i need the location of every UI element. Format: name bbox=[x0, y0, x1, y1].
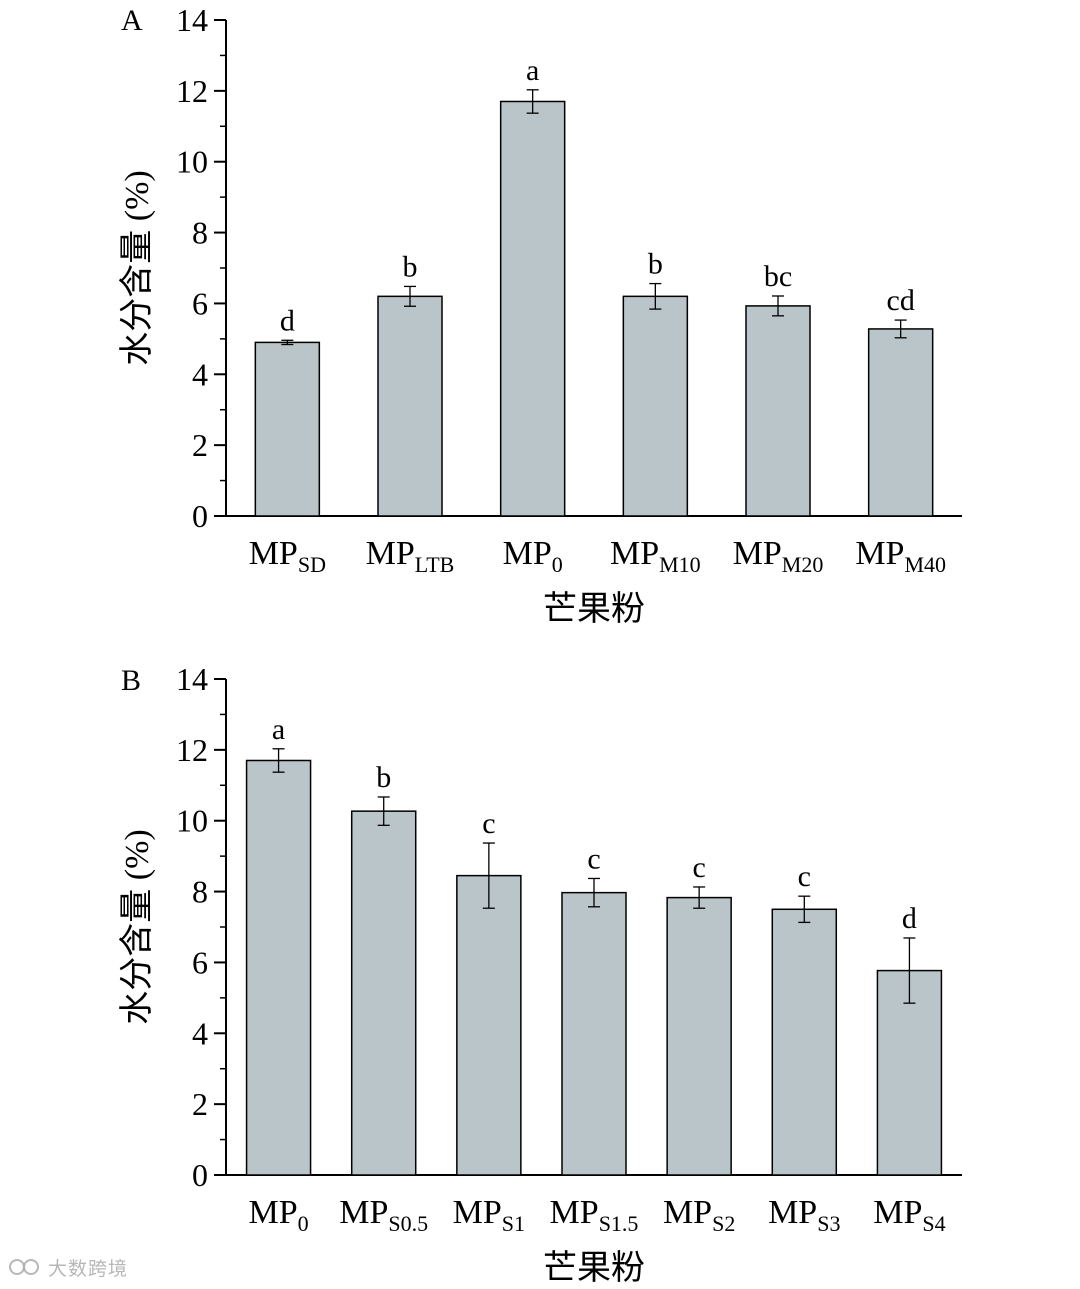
bar bbox=[867, 328, 934, 517]
significance-letter: c bbox=[482, 807, 495, 840]
bar bbox=[377, 295, 443, 517]
category-label: MPS0.5 bbox=[339, 1194, 428, 1236]
y-tick-label: 14 bbox=[176, 2, 208, 38]
bar bbox=[254, 341, 321, 517]
significance-letter: b bbox=[648, 248, 663, 281]
category-label: MPS2 bbox=[663, 1194, 735, 1236]
y-tick-label: 8 bbox=[192, 215, 208, 251]
significance-letter: a bbox=[272, 713, 285, 746]
significance-letter: d bbox=[280, 304, 295, 337]
panel-label: B bbox=[121, 664, 141, 697]
bar bbox=[876, 969, 943, 1176]
bar bbox=[666, 896, 732, 1176]
y-axis-title: 水分含量 (%) bbox=[118, 170, 156, 365]
bar bbox=[561, 891, 627, 1176]
bar bbox=[350, 810, 417, 1176]
bar bbox=[771, 908, 838, 1176]
bar bbox=[456, 874, 522, 1176]
y-tick-label: 12 bbox=[176, 73, 208, 109]
category-label: MPLTB bbox=[366, 535, 455, 577]
category-label: MPM20 bbox=[733, 535, 824, 577]
category-label: MPS1.5 bbox=[550, 1194, 639, 1236]
watermark-text: 大数跨境 bbox=[48, 1257, 129, 1280]
significance-letter: b bbox=[376, 761, 391, 794]
y-tick-label: 2 bbox=[192, 427, 208, 463]
y-tick-label: 8 bbox=[192, 874, 208, 910]
y-axis-title: 水分含量 (%) bbox=[118, 829, 156, 1024]
bar bbox=[745, 305, 811, 517]
significance-letter: b bbox=[403, 250, 418, 283]
bar bbox=[245, 759, 312, 1176]
y-tick-label: 4 bbox=[192, 1015, 208, 1051]
chart-panel-b: B 0 2 4 6 8 10 12 14 a MP0 b MPS0.5 c MPS1 c MPS1.5 c MPS2… bbox=[118, 661, 962, 1287]
significance-letter: d bbox=[902, 902, 917, 935]
chart-panel-a: A 0 2 4 6 8 10 12 14 d MPSD b MPLTB a MP0 b MPM10 bc MPM20… bbox=[118, 2, 962, 628]
significance-letter: c bbox=[587, 842, 600, 875]
y-tick-label: 6 bbox=[192, 285, 208, 321]
y-tick-label: 0 bbox=[192, 498, 208, 534]
category-label: MP0 bbox=[249, 1194, 309, 1236]
y-tick-label: 12 bbox=[176, 732, 208, 768]
x-axis-title: 芒果粉 bbox=[543, 590, 645, 628]
y-tick-label: 6 bbox=[192, 944, 208, 980]
significance-letter: c bbox=[798, 860, 811, 893]
panel-label: A bbox=[121, 4, 143, 37]
significance-letter: bc bbox=[764, 260, 792, 293]
significance-letter: a bbox=[526, 54, 539, 87]
y-tick-label: 10 bbox=[176, 803, 208, 839]
y-tick-label: 2 bbox=[192, 1086, 208, 1122]
y-tick-label: 0 bbox=[192, 1157, 208, 1193]
category-label: MPM10 bbox=[610, 535, 701, 577]
bar bbox=[622, 295, 689, 517]
y-tick-label: 10 bbox=[176, 144, 208, 180]
y-tick-label: 14 bbox=[176, 661, 208, 697]
bar bbox=[499, 100, 566, 517]
brand-logo-icon bbox=[9, 1259, 39, 1275]
category-label: MPS4 bbox=[873, 1194, 945, 1236]
x-axis-title: 芒果粉 bbox=[543, 1249, 645, 1287]
category-label: MPSD bbox=[249, 535, 326, 577]
category-label: MPM40 bbox=[855, 535, 946, 577]
category-label: MPS1 bbox=[453, 1194, 525, 1236]
category-label: MP0 bbox=[503, 535, 563, 577]
watermark: 大数跨境 bbox=[8, 1254, 128, 1280]
y-tick-label: 4 bbox=[192, 356, 208, 392]
significance-letter: c bbox=[692, 851, 705, 884]
category-label: MPS3 bbox=[768, 1194, 840, 1236]
significance-letter: cd bbox=[887, 284, 915, 317]
